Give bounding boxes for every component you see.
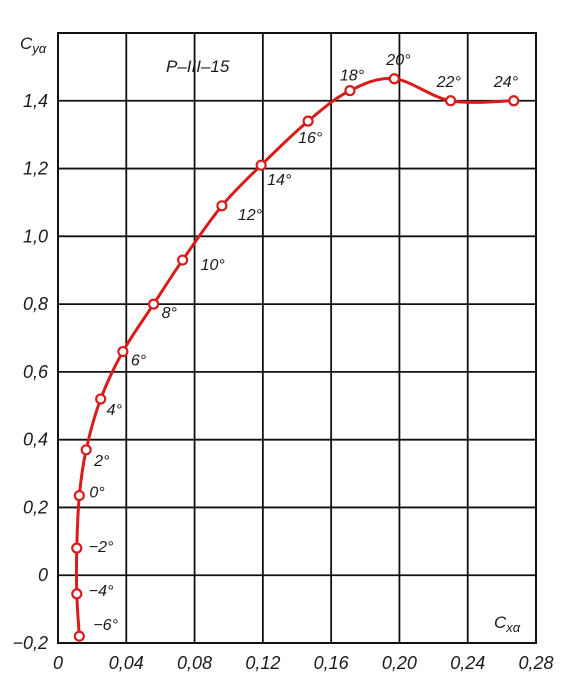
point-label: −6° (93, 617, 118, 634)
data-point-marker (255, 159, 267, 171)
point-label: 24° (493, 74, 519, 91)
y-tick-label: −0,2 (12, 633, 48, 653)
y-tick-label: 0,4 (23, 430, 48, 450)
point-label: 12° (238, 207, 263, 224)
point-label: 22° (436, 74, 462, 91)
data-point-marker (445, 95, 457, 107)
y-axis-title-sub: yα (31, 41, 47, 56)
point-label: −2° (89, 539, 114, 556)
point-label: 14° (267, 172, 292, 189)
y-tick-label: 1,2 (23, 159, 48, 179)
data-points (71, 73, 520, 642)
chart-title: P–III–15 (166, 57, 230, 76)
x-tick-label: 0,28 (518, 653, 553, 673)
grid-lines (57, 33, 537, 644)
data-point-marker (508, 95, 520, 107)
data-point-marker (95, 393, 107, 405)
data-point-marker (344, 85, 356, 97)
data-point-marker (216, 200, 228, 212)
point-label: 2° (93, 453, 110, 470)
y-axis-title: Cyα (20, 34, 47, 56)
y-tick-label: 1,4 (23, 91, 48, 111)
y-tick-label: 1,0 (23, 226, 48, 246)
x-tick-labels: 0 0,04 0,08 0,12 0,16 0,20 0,24 0,28 (53, 653, 554, 673)
point-label: 6° (131, 353, 147, 370)
point-label: 20° (385, 52, 411, 69)
y-tick-label: 0,8 (23, 294, 48, 314)
x-tick-label: 0,20 (382, 653, 417, 673)
point-label: 16° (298, 130, 323, 147)
point-label: 8° (162, 305, 178, 322)
data-point-marker (71, 588, 83, 600)
point-label: 0° (89, 485, 105, 502)
point-label: 18° (340, 68, 365, 85)
y-axis-title-main: C (20, 34, 33, 53)
y-tick-label: 0,6 (23, 362, 49, 382)
point-label: 10° (201, 257, 226, 274)
data-point-marker (80, 444, 92, 456)
data-point-marker (148, 298, 160, 310)
x-tick-label: 0,24 (450, 653, 485, 673)
data-point-marker (73, 630, 85, 642)
x-tick-label: 0,12 (245, 653, 280, 673)
data-point-marker (388, 73, 400, 85)
x-tick-label: 0,04 (109, 653, 144, 673)
point-label: 4° (107, 402, 123, 419)
x-axis-title-main: C (494, 613, 507, 632)
data-point-marker (302, 115, 314, 127)
x-tick-label: 0,08 (177, 653, 212, 673)
y-tick-label: 0 (38, 565, 48, 585)
y-tick-labels: −0,2 0 0,2 0,4 0,6 0,8 1,0 1,2 1,4 (12, 91, 49, 653)
data-point-marker (117, 345, 129, 358)
x-axis-title: Cxα (494, 613, 521, 635)
point-labels: −6° −4° −2° 0° 2° 4° 6° 8° 10° 12° 14° 16° 18° 20° 22°… (89, 52, 519, 634)
x-tick-label: 0 (53, 653, 63, 673)
data-point-marker (73, 489, 85, 502)
data-point-marker (177, 254, 189, 266)
x-axis-title-sub: xα (505, 620, 521, 635)
polar-curve (74, 76, 516, 638)
data-point-marker (71, 542, 83, 554)
x-tick-label: 0,16 (314, 653, 350, 673)
plot-frame (57, 32, 537, 644)
y-tick-label: 0,2 (23, 497, 48, 517)
point-label: −4° (89, 583, 114, 600)
